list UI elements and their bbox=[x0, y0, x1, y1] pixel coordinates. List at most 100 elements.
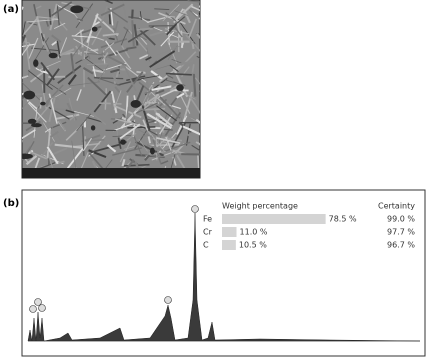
sem-streak bbox=[22, 139, 23, 142]
sem-streak bbox=[100, 51, 105, 60]
sem-streak bbox=[106, 144, 117, 153]
sem-streak bbox=[76, 113, 92, 132]
sem-streak bbox=[155, 112, 173, 128]
sem-streak bbox=[91, 160, 98, 168]
category-label: C bbox=[203, 241, 209, 250]
sem-streak bbox=[133, 136, 143, 156]
sem-pore bbox=[33, 59, 39, 67]
sem-streak bbox=[139, 11, 142, 20]
sem-streak bbox=[48, 8, 52, 25]
sem-streak bbox=[185, 34, 200, 52]
sem-streak bbox=[150, 70, 164, 81]
sem-streak bbox=[191, 64, 195, 73]
sem-streak bbox=[73, 110, 94, 117]
certainty-value: 99.0 % bbox=[387, 215, 415, 224]
peak-markers bbox=[29, 205, 199, 313]
sem-streak bbox=[49, 123, 62, 141]
peak-marker bbox=[29, 305, 37, 313]
sem-streak bbox=[76, 89, 82, 101]
sem-streak bbox=[113, 123, 134, 132]
sem-streak bbox=[138, 35, 147, 41]
sem-streak bbox=[197, 154, 200, 168]
category-label: Fe bbox=[203, 215, 212, 224]
certainty-header: Certainty bbox=[378, 202, 415, 211]
sem-streak bbox=[166, 23, 177, 36]
sem-streak bbox=[156, 105, 177, 122]
value-label: 78.5 % bbox=[329, 215, 357, 224]
sem-streak bbox=[32, 37, 49, 64]
sem-streak bbox=[86, 116, 103, 123]
sem-streak bbox=[140, 164, 148, 168]
sem-streak bbox=[113, 20, 119, 34]
sem-streak bbox=[181, 153, 200, 156]
sem-streak bbox=[57, 5, 76, 15]
sem-image bbox=[21, 0, 201, 179]
sem-streak bbox=[88, 152, 104, 168]
sem-streak bbox=[174, 10, 189, 16]
sem-streak bbox=[22, 129, 32, 143]
sem-streak bbox=[164, 79, 186, 86]
category-label: Cr bbox=[203, 228, 213, 237]
sem-streak bbox=[142, 119, 149, 131]
sem-streak bbox=[147, 136, 152, 144]
sem-streak bbox=[199, 33, 200, 36]
sem-streak bbox=[104, 0, 113, 4]
sem-streak bbox=[49, 130, 59, 138]
sem-streak bbox=[126, 71, 144, 93]
sem-pore bbox=[149, 147, 155, 155]
sem-streak bbox=[36, 16, 58, 20]
sem-streak bbox=[150, 91, 166, 106]
sem-streak bbox=[27, 102, 47, 123]
sem-streak bbox=[119, 123, 141, 140]
sem-streak bbox=[143, 98, 157, 110]
peak-marker bbox=[34, 298, 42, 306]
sem-streak bbox=[126, 132, 137, 141]
sem-streak bbox=[65, 109, 75, 114]
spectrum bbox=[27, 212, 421, 342]
sem-streak bbox=[173, 25, 183, 38]
sem-streak bbox=[29, 67, 50, 83]
sem-streak bbox=[105, 40, 117, 56]
sem-streak bbox=[90, 143, 120, 154]
sem-pore bbox=[90, 125, 96, 131]
sem-streak bbox=[70, 53, 75, 74]
sem-streak bbox=[43, 84, 64, 107]
sem-streak bbox=[165, 136, 172, 151]
panel-label: (a) bbox=[3, 4, 19, 15]
sem-streak bbox=[78, 47, 94, 54]
sem-streak bbox=[49, 3, 58, 31]
sem-streak bbox=[187, 0, 200, 3]
sem-streak bbox=[157, 45, 181, 56]
sem-streak bbox=[93, 90, 112, 113]
sem-streak bbox=[166, 15, 176, 18]
sem-streak bbox=[109, 93, 115, 118]
sem-streak bbox=[75, 3, 94, 29]
sem-streak bbox=[112, 147, 142, 156]
sem-streak bbox=[92, 113, 107, 126]
sem-pore bbox=[23, 90, 36, 100]
sem-streak bbox=[176, 74, 183, 85]
sem-streak bbox=[163, 128, 173, 131]
sem-streak bbox=[135, 85, 145, 103]
sem-streak bbox=[182, 125, 200, 136]
sem-pore bbox=[120, 139, 126, 145]
sem-streak bbox=[198, 17, 200, 20]
sem-streak bbox=[140, 103, 151, 131]
sem-streak bbox=[148, 144, 180, 147]
sem-streak bbox=[156, 132, 177, 156]
sem-streak bbox=[145, 56, 152, 61]
sem-pore bbox=[91, 26, 98, 32]
sem-streak bbox=[159, 96, 181, 119]
sem-streak bbox=[146, 112, 172, 130]
sem-streak bbox=[154, 8, 170, 10]
sem-streak bbox=[123, 146, 135, 150]
sem-streak bbox=[140, 36, 148, 45]
sem-streak bbox=[54, 143, 83, 149]
sem-streak bbox=[196, 55, 200, 59]
sem-streak bbox=[28, 37, 39, 59]
sem-streak bbox=[75, 55, 89, 64]
certainty-value: 96.7 % bbox=[387, 241, 415, 250]
sem-streak bbox=[71, 140, 77, 168]
bar bbox=[222, 240, 236, 250]
sem-streak bbox=[71, 35, 97, 39]
